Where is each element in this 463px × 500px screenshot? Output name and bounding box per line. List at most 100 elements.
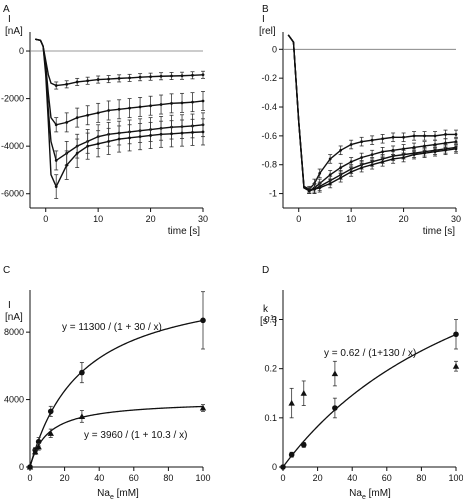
y-tick-label: 0 bbox=[19, 46, 24, 56]
data-point bbox=[201, 73, 205, 77]
data-point bbox=[180, 74, 184, 78]
data-point bbox=[65, 120, 69, 124]
data-point-circle bbox=[300, 442, 307, 448]
y-axis-unit: [nA] bbox=[5, 26, 23, 37]
data-point bbox=[170, 74, 173, 78]
data-point bbox=[349, 160, 353, 164]
data-point bbox=[191, 100, 194, 104]
x-tick-label: 80 bbox=[416, 473, 426, 483]
data-point bbox=[402, 135, 405, 139]
data-point bbox=[65, 82, 69, 86]
data-point-circle bbox=[288, 451, 295, 458]
data-point bbox=[170, 101, 173, 105]
x-axis-label: time [s] bbox=[168, 226, 200, 237]
data-point bbox=[117, 107, 121, 111]
y-tick-label: 0 bbox=[272, 462, 277, 472]
data-point bbox=[381, 137, 385, 141]
y-tick-label: -0.8 bbox=[261, 160, 277, 170]
data-point bbox=[65, 163, 69, 167]
data-point bbox=[370, 163, 374, 167]
data-point bbox=[412, 153, 416, 157]
y-tick-label: -4000 bbox=[1, 141, 24, 151]
x-tick-label: 60 bbox=[382, 473, 392, 483]
x-tick-label: 30 bbox=[451, 214, 461, 224]
x-axis-label-sub: e bbox=[362, 494, 366, 500]
data-point bbox=[191, 130, 194, 134]
data-point bbox=[75, 80, 79, 84]
data-point bbox=[318, 186, 322, 190]
data-point bbox=[370, 138, 374, 142]
data-point bbox=[423, 151, 426, 155]
fit-curve bbox=[282, 333, 457, 468]
data-point bbox=[86, 144, 90, 148]
y-axis-unit: [rel] bbox=[259, 26, 276, 37]
data-point bbox=[444, 148, 447, 152]
data-point bbox=[423, 134, 426, 138]
x-tick-label: 0 bbox=[280, 473, 285, 483]
y-tick-label: 0.2 bbox=[264, 364, 277, 374]
data-point bbox=[54, 84, 58, 87]
data-point bbox=[328, 182, 332, 185]
data-point bbox=[328, 157, 332, 161]
data-point bbox=[86, 79, 90, 83]
x-tick-label: 10 bbox=[93, 214, 103, 224]
x-tick-label: 0 bbox=[43, 214, 48, 224]
x-axis-label: Nae [mM] bbox=[349, 488, 391, 500]
data-point bbox=[454, 140, 458, 144]
data-point bbox=[128, 106, 132, 110]
x-tick-label: 20 bbox=[146, 214, 156, 224]
data-point-circle bbox=[79, 369, 85, 376]
data-point bbox=[96, 142, 100, 146]
data-point bbox=[349, 170, 353, 174]
data-point bbox=[339, 176, 343, 180]
y-axis-label: I bbox=[8, 14, 11, 25]
data-point bbox=[191, 73, 194, 77]
data-point-circle bbox=[47, 408, 54, 415]
panel-label-d: D bbox=[262, 265, 269, 276]
data-point bbox=[370, 153, 374, 157]
panel-c: 0 20 40 60 80 100 0 4000 8000 I[nA] Nae [mM] y = 11… bbox=[4, 290, 211, 500]
data-point bbox=[117, 76, 121, 80]
data-point bbox=[349, 143, 353, 146]
x-tick-label: 80 bbox=[163, 473, 173, 483]
y-axis-unit-end: ] bbox=[274, 316, 277, 327]
data-point bbox=[423, 144, 426, 148]
data-point-triangle bbox=[288, 399, 295, 406]
data-point bbox=[138, 105, 142, 109]
y-tick-label: -2000 bbox=[1, 94, 24, 104]
data-point-triangle bbox=[300, 390, 307, 396]
x-axis-label: Nae [mM] bbox=[97, 488, 139, 500]
data-point-triangle bbox=[35, 443, 42, 450]
data-point bbox=[433, 150, 437, 154]
data-point bbox=[360, 140, 364, 144]
x-tick-label: 20 bbox=[60, 473, 70, 483]
data-point bbox=[180, 101, 184, 105]
x-axis-label-sub: e bbox=[110, 494, 114, 500]
panel-label-c: C bbox=[3, 265, 10, 276]
data-point bbox=[360, 166, 364, 170]
data-point bbox=[128, 136, 132, 140]
y-axis-unit: [s-1] bbox=[260, 315, 277, 327]
x-tick-label: 30 bbox=[198, 214, 208, 224]
data-point bbox=[107, 140, 111, 143]
y-axis-unit-sup: -1 bbox=[268, 315, 274, 322]
x-axis-label-unit: [mM] bbox=[114, 488, 139, 499]
panel-label-b: B bbox=[262, 4, 269, 15]
y-tick-label: 0.3 bbox=[264, 315, 277, 325]
data-point bbox=[433, 143, 437, 146]
x-tick-label: 60 bbox=[129, 473, 139, 483]
data-point bbox=[328, 173, 332, 177]
y-tick-label: -6000 bbox=[1, 189, 24, 199]
data-point bbox=[391, 148, 395, 152]
y-tick-label: -0.2 bbox=[261, 73, 277, 83]
panel-d: 0 20 40 60 80 100 0 0.1 0.2 0.3k[s-1] Nae [mM] y = … bbox=[260, 290, 463, 500]
data-point bbox=[381, 150, 385, 154]
data-point bbox=[159, 103, 163, 106]
data-point bbox=[107, 77, 111, 81]
x-tick-label: 100 bbox=[448, 473, 463, 483]
data-point-triangle bbox=[78, 413, 86, 419]
data-point-triangle bbox=[26, 463, 34, 470]
data-point bbox=[149, 134, 152, 137]
data-point bbox=[86, 113, 90, 117]
